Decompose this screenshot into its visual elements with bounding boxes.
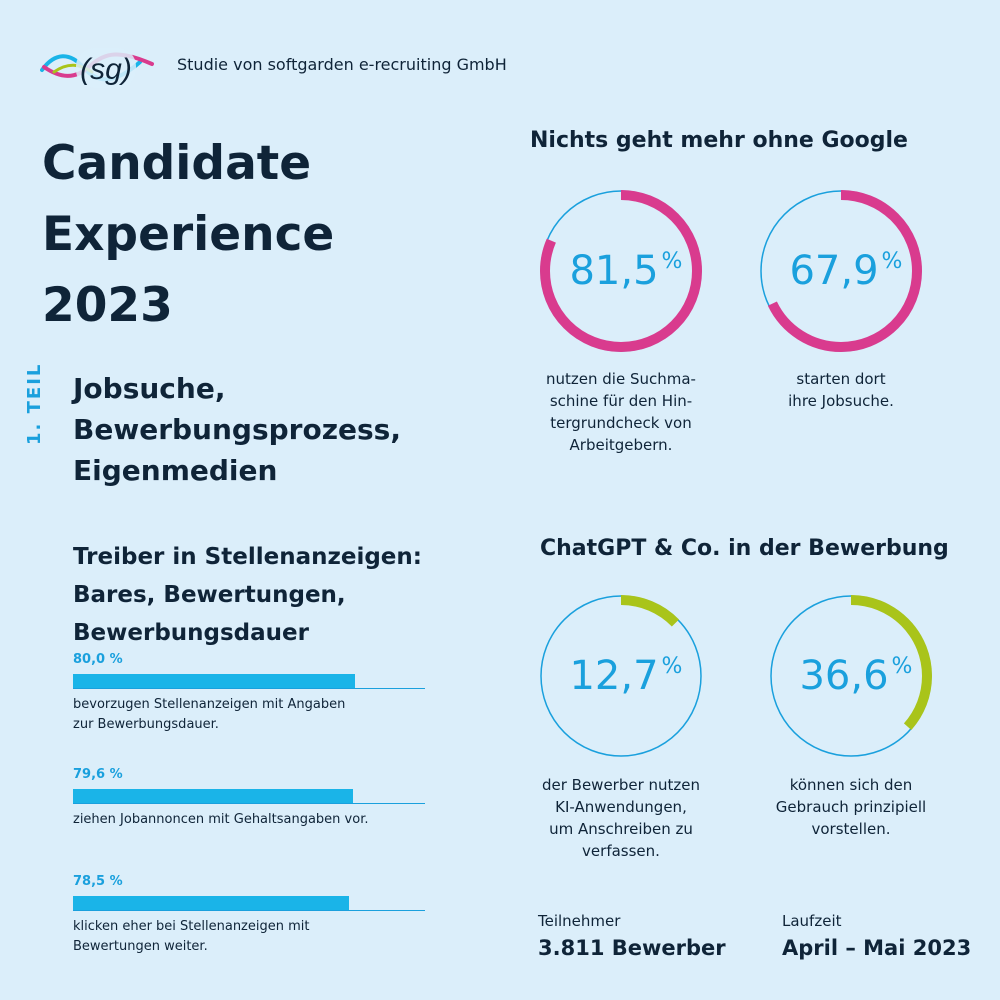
bar-track <box>73 896 425 911</box>
donut-description-line: der Bewerber nutzen <box>541 776 701 794</box>
bar-description-line: bevorzugen Stellenanzeigen mit Angaben <box>73 697 346 712</box>
participants-label: Teilnehmer <box>538 912 621 930</box>
chatgpt-section-heading: ChatGPT & Co. in der Bewerbung <box>540 536 949 561</box>
softgarden-logo: (sg) <box>40 48 154 88</box>
donut-arc <box>760 190 922 352</box>
title-line: Experience <box>42 207 335 262</box>
logo-text: (sg) <box>80 53 132 86</box>
donut-chart: 12,7 % <box>540 595 702 757</box>
donut-value: 12,7 <box>569 653 658 699</box>
bar-track <box>73 674 425 689</box>
donut-description-line: KI-Anwendungen, <box>555 798 687 816</box>
subtitle-line: Bewerbungsprozess, <box>73 413 401 446</box>
donut-arc <box>540 595 702 757</box>
donut-description-line: schine für den Hin- <box>549 392 693 410</box>
donut-description: der Bewerber nutzen KI-Anwendungen, um A… <box>536 774 706 862</box>
donut-value: 67,9 <box>789 248 878 294</box>
period-label: Laufzeit <box>782 912 842 930</box>
donut-description-line: tergrundcheck von <box>550 414 692 432</box>
donut-value: 36,6 <box>799 653 888 699</box>
bar-description-line: ziehen Jobannoncen mit Gehaltsangaben vo… <box>73 812 369 827</box>
donut-description-line: ihre Jobsuche. <box>788 392 894 410</box>
bar-description: bevorzugen Stellenanzeigen mit Angaben z… <box>73 695 425 735</box>
donut-description-line: vorstellen. <box>811 820 891 838</box>
donut-arc <box>540 190 702 352</box>
subtitle-line: Eigenmedien <box>73 454 278 487</box>
drivers-heading-line: Bares, Bewertungen, <box>73 582 346 608</box>
donut-chart: 67,9 % <box>760 190 922 352</box>
bar-fill <box>73 896 350 910</box>
bar-fill <box>73 674 355 688</box>
donut-description-line: können sich den <box>789 776 913 794</box>
donut-description-line: Gebrauch prinzipiell <box>775 798 927 816</box>
donut-description-line: starten dort <box>796 370 886 388</box>
donut-unit: % <box>662 654 683 679</box>
bar-description: ziehen Jobannoncen mit Gehaltsangaben vo… <box>73 810 425 830</box>
bar-description-line: Bewertungen weiter. <box>73 939 208 954</box>
donut-description: starten dort ihre Jobsuche. <box>756 368 926 412</box>
donut-unit: % <box>892 654 913 679</box>
bar-item: 78,5 % klicken eher bei Stellenanzeigen … <box>73 874 425 957</box>
donut-description: nutzen die Suchma- schine für den Hin- t… <box>536 368 706 456</box>
google-section-heading: Nichts geht mehr ohne Google <box>530 128 908 153</box>
bar-description: klicken eher bei Stellenanzeigen mit Bew… <box>73 917 425 957</box>
page-subtitle: Jobsuche, Bewerbungsprozess, Eigenmedien <box>73 368 401 491</box>
bar-track <box>73 789 425 804</box>
period-value: April – Mai 2023 <box>782 936 972 960</box>
donut-unit: % <box>662 249 683 274</box>
donut-description-line: verfassen. <box>582 842 660 860</box>
drivers-heading: Treiber in Stellenanzeigen: Bares, Bewer… <box>73 538 422 652</box>
bar-value-label: 80,0 % <box>73 652 123 667</box>
bar-description-line: zur Bewerbungsdauer. <box>73 717 219 732</box>
donut-arc <box>770 595 932 757</box>
bar-value-label: 78,5 % <box>73 874 123 889</box>
donut-chart: 36,6 % <box>770 595 932 757</box>
donut-description-line: nutzen die Suchma- <box>546 370 696 388</box>
donut-chart: 81,5 % <box>540 190 702 352</box>
bar-item: 80,0 % bevorzugen Stellenanzeigen mit An… <box>73 652 425 735</box>
drivers-heading-line: Bewerbungsdauer <box>73 620 309 646</box>
bar-description-line: klicken eher bei Stellenanzeigen mit <box>73 919 310 934</box>
title-line: Candidate <box>42 136 312 191</box>
part-label: 1. TEIL <box>24 362 45 445</box>
bar-fill <box>73 789 354 803</box>
page-title: Candidate Experience 2023 <box>42 128 334 341</box>
participants-value: 3.811 Bewerber <box>538 936 726 960</box>
publisher-text: Studie von softgarden e-recruiting GmbH <box>177 55 507 74</box>
donut-description: können sich den Gebrauch prinzipiell vor… <box>766 774 936 840</box>
donut-description-line: um Anschreiben zu <box>549 820 693 838</box>
donut-value: 81,5 <box>569 248 658 294</box>
bar-item: 79,6 % ziehen Jobannoncen mit Gehaltsang… <box>73 767 425 830</box>
subtitle-line: Jobsuche, <box>73 372 226 405</box>
donut-unit: % <box>882 249 903 274</box>
drivers-heading-line: Treiber in Stellenanzeigen: <box>73 544 422 570</box>
donut-description-line: Arbeitgebern. <box>569 436 673 454</box>
bar-value-label: 79,6 % <box>73 767 123 782</box>
title-line: 2023 <box>42 278 173 333</box>
